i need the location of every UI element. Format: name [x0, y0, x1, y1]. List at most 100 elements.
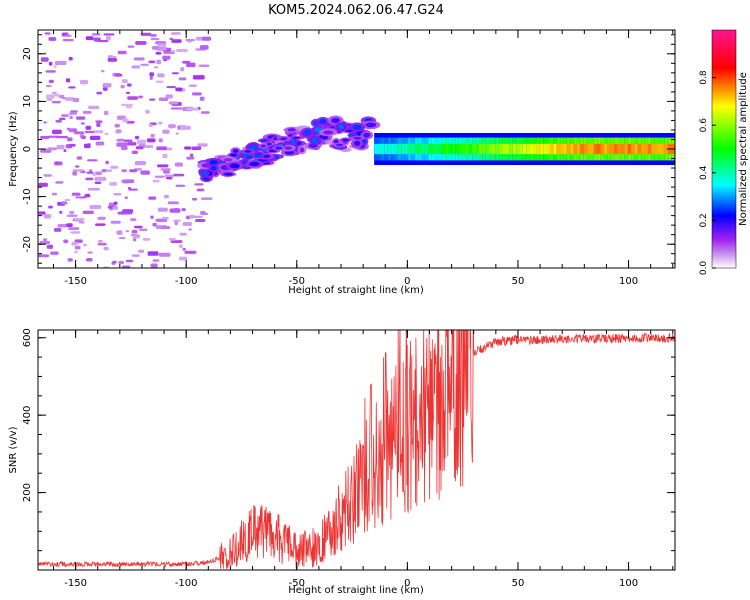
carrier-core: [624, 143, 629, 155]
noise-speckle: [145, 109, 150, 114]
noise-speckle: [55, 135, 68, 139]
noise-speckle: [120, 146, 128, 150]
colorbar-tick-label: 0.2: [699, 213, 709, 227]
transition-blob-core: [338, 124, 345, 130]
noise-speckle: [191, 146, 202, 150]
noise-speckle: [89, 135, 101, 141]
noise-speckle: [180, 67, 185, 72]
carrier-core: [418, 143, 423, 155]
carrier-core: [428, 143, 433, 155]
noise-speckle: [80, 79, 88, 85]
noise-speckle: [42, 238, 48, 242]
carrier-core: [654, 143, 659, 155]
carrier-core: [512, 143, 517, 155]
colorbar-ticks: 0.0 0.2 0.4 0.6 0.8: [699, 29, 737, 275]
transition-blob-core: [323, 130, 334, 135]
transition-blob-core: [232, 148, 239, 154]
noise-speckle: [131, 254, 140, 257]
carrier-core: [424, 143, 429, 155]
noise-speckle: [148, 60, 156, 64]
noise-speckle: [189, 84, 197, 88]
carrier-core: [620, 143, 625, 155]
transition-blob-core: [354, 140, 361, 146]
noise-speckle: [174, 221, 178, 226]
noise-speckle: [132, 234, 140, 239]
noise-speckle: [164, 174, 175, 178]
snr-line: [38, 330, 675, 569]
noise-speckle: [85, 177, 94, 181]
noise-speckle: [175, 132, 179, 135]
noise-speckle: [185, 215, 191, 220]
transition-blob-core: [260, 139, 268, 142]
noise-speckle: [134, 135, 139, 140]
noise-speckle: [162, 55, 171, 60]
noise-speckle: [125, 91, 131, 95]
transition-blob-core: [224, 173, 233, 176]
noise-speckle: [202, 36, 212, 41]
noise-speckle: [170, 107, 183, 110]
noise-speckle: [95, 171, 102, 176]
noise-speckle: [171, 39, 182, 43]
transition-blob-core: [272, 137, 278, 141]
transition-blob-core: [244, 150, 252, 153]
transition-blob-core: [331, 117, 340, 124]
noise-speckle: [97, 240, 103, 243]
noise-speckle: [157, 73, 165, 78]
noise-speckle: [160, 168, 171, 171]
colorbar-label: Normalized spectral amplitude: [738, 72, 749, 226]
noise-speckle: [179, 232, 187, 236]
noise-speckle: [74, 217, 85, 221]
noise-speckle: [178, 77, 187, 81]
noise-speckle: [73, 131, 85, 135]
carrier-core: [526, 143, 531, 155]
noise-speckle: [43, 121, 47, 124]
noise-speckle: [92, 172, 97, 177]
noise-speckle: [56, 144, 65, 150]
transition-blob-core: [349, 133, 355, 137]
noise-speckle: [155, 51, 162, 55]
noise-speckle: [186, 156, 195, 160]
transition-blob-core: [287, 128, 296, 132]
carrier-core: [438, 143, 443, 155]
noise-speckle: [72, 97, 80, 103]
noise-speckle: [83, 243, 87, 247]
carrier-core: [519, 143, 524, 155]
noise-speckle: [192, 197, 198, 201]
noise-speckle: [134, 161, 146, 166]
carrier-core: [391, 143, 396, 155]
noise-speckle: [68, 128, 78, 133]
noise-speckle: [78, 221, 85, 224]
noise-speckle: [46, 244, 54, 249]
noise-speckle: [75, 165, 80, 168]
colorbar-gradient: [712, 30, 736, 268]
carrier-core: [590, 143, 595, 155]
carrier-core: [445, 143, 450, 155]
snr-panel: -150 -100 -50 0 50 100 200 400 600 Height of str…: [8, 328, 676, 596]
noise-speckle: [150, 215, 154, 219]
carrier-core: [380, 143, 385, 155]
noise-speckle: [38, 182, 48, 187]
noise-speckle: [131, 150, 138, 155]
noise-speckle: [44, 32, 51, 35]
noise-speckle: [168, 101, 179, 105]
noise-speckle: [118, 260, 124, 265]
noise-speckle: [122, 118, 129, 123]
noise-speckle: [166, 176, 173, 180]
noise-speckle: [166, 86, 176, 89]
noise-speckle: [74, 239, 83, 243]
colorbar-frame: [711, 29, 737, 269]
carrier-core: [556, 143, 561, 155]
carrier-core: [377, 143, 382, 155]
noise-speckle: [164, 194, 169, 199]
y-tick-label: 600: [22, 328, 33, 347]
noise-speckle: [50, 251, 59, 255]
colorbar-tick-label: 0.4: [699, 165, 709, 180]
noise-speckle: [91, 33, 101, 36]
noise-speckle: [66, 214, 78, 217]
noise-speckle: [96, 91, 103, 95]
noise-speckle: [114, 123, 120, 128]
noise-speckle: [200, 211, 206, 215]
noise-speckle: [185, 38, 196, 42]
carrier-core: [387, 143, 392, 155]
